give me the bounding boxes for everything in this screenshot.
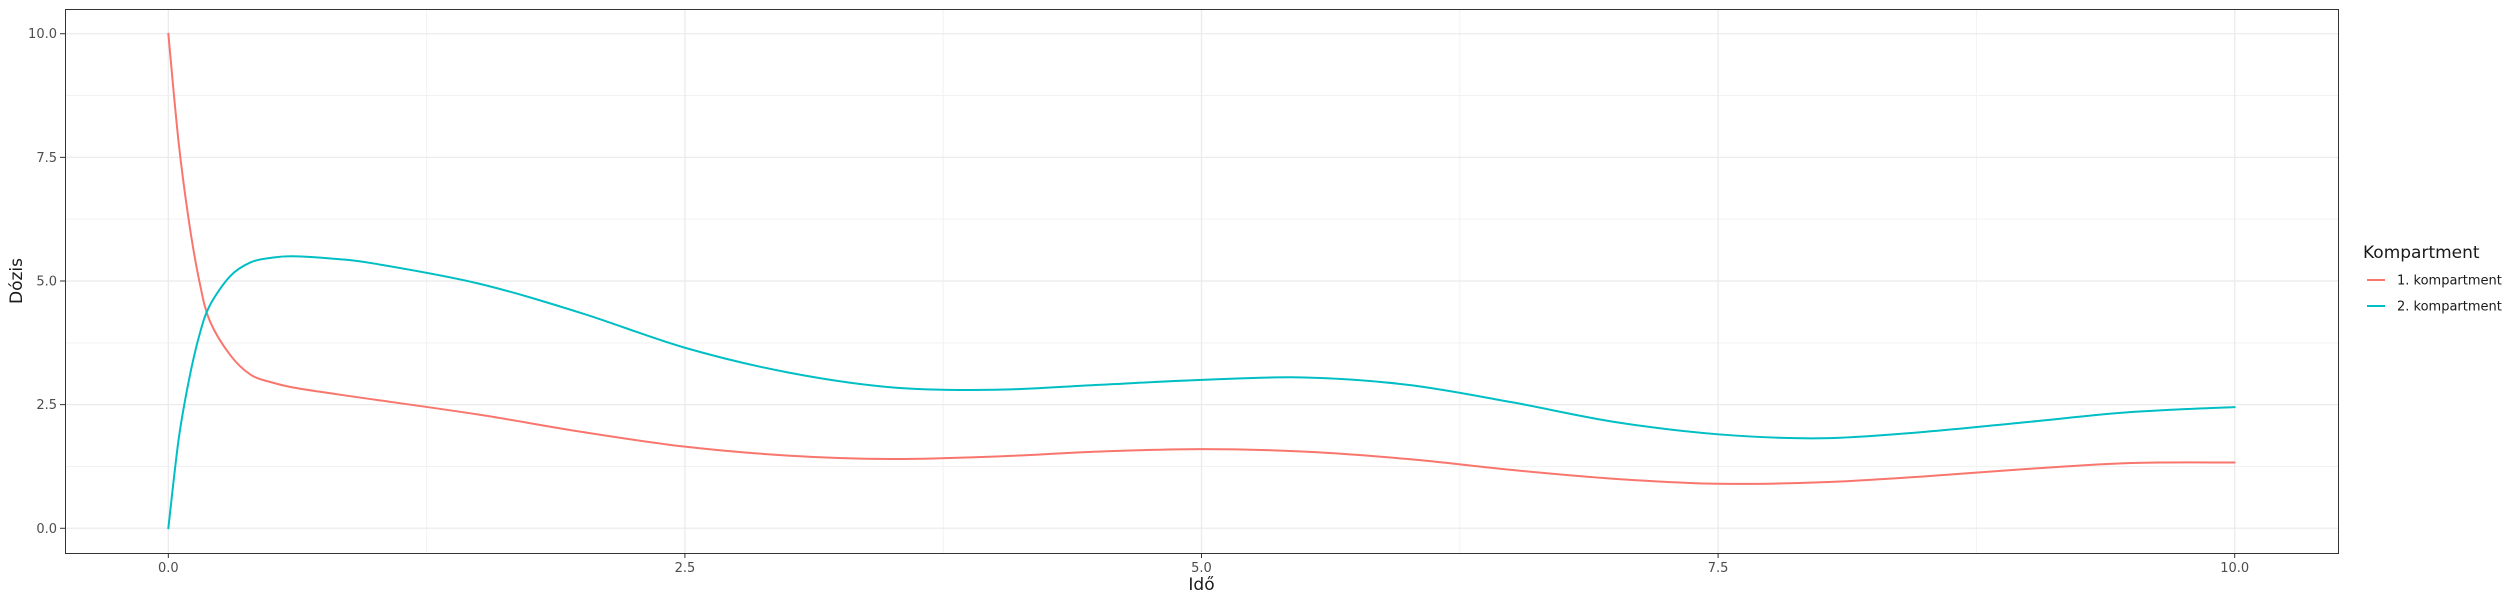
series-layer (167, 32, 2236, 530)
y-tick-label: 10.0 (28, 27, 57, 42)
y-axis: 0.0 2.5 5.0 7.5 10.0 (28, 27, 65, 537)
y-tick-label: 2.5 (36, 398, 57, 413)
legend-label-1: 1. kompartment (2397, 274, 2502, 289)
y-tick-label: 0.0 (36, 522, 57, 537)
x-tick-label: 0.0 (158, 561, 179, 576)
x-tick-label: 10.0 (2220, 561, 2249, 576)
legend: Kompartment 1. kompartment 2. kompartment (2363, 243, 2502, 315)
y-axis-title: Dózis (7, 258, 27, 304)
x-axis: 0.0 2.5 5.0 7.5 10.0 (158, 553, 2249, 576)
y-tick-label: 5.0 (36, 275, 57, 290)
legend-label-2: 2. kompartment (2397, 300, 2502, 315)
series-line-1 (167, 32, 2236, 485)
x-tick-label: 7.5 (1708, 561, 1729, 576)
x-tick-label: 2.5 (675, 561, 696, 576)
legend-items: 1. kompartment 2. kompartment (2367, 274, 2502, 315)
x-tick-label: 5.0 (1191, 561, 1212, 576)
series-line-2 (167, 255, 2236, 530)
y-tick-label: 7.5 (36, 151, 57, 166)
legend-title: Kompartment (2363, 243, 2480, 263)
x-axis-title: Idő (1188, 575, 1214, 595)
major-gridlines (65, 9, 2338, 553)
